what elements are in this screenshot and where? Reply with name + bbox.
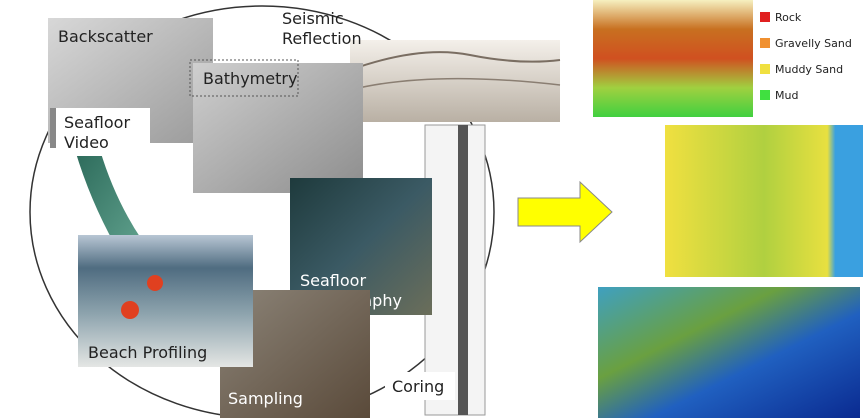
core-log bbox=[424, 124, 486, 416]
nearshore-map bbox=[665, 125, 863, 277]
legend-label: Mud bbox=[775, 89, 798, 102]
coring-label: Coring bbox=[392, 377, 444, 396]
legend-swatch bbox=[760, 12, 770, 22]
backscatter-label: Backscatter bbox=[58, 27, 153, 46]
substrate-map bbox=[593, 0, 753, 117]
coastal-map bbox=[598, 287, 860, 418]
sampling-label: Sampling bbox=[228, 389, 303, 408]
seismic-reflector bbox=[349, 51, 561, 71]
coring-label-box bbox=[385, 372, 455, 400]
legend-swatch bbox=[760, 38, 770, 48]
core-strip bbox=[458, 125, 468, 415]
legend-label: Rock bbox=[775, 11, 802, 24]
legend-label: Gravelly Sand bbox=[775, 37, 852, 50]
legend-swatch bbox=[760, 64, 770, 74]
legend-swatch bbox=[760, 90, 770, 100]
video-label-box bbox=[50, 108, 150, 156]
selection-box bbox=[189, 59, 299, 97]
seismic-label: Seismic Reflection bbox=[282, 9, 362, 48]
seismic-reflector bbox=[349, 77, 561, 91]
legend-label: Muddy Sand bbox=[775, 63, 843, 76]
surveyor bbox=[147, 275, 163, 291]
beach-image bbox=[78, 235, 253, 367]
cycle-ring bbox=[29, 5, 495, 418]
video-strip bbox=[75, 150, 142, 245]
video-bar bbox=[50, 108, 56, 148]
arrow bbox=[517, 180, 613, 244]
surveyor bbox=[121, 301, 139, 319]
beach-label: Beach Profiling bbox=[88, 343, 207, 362]
bathymetry-image bbox=[193, 63, 363, 193]
video-label: Seafloor Video bbox=[64, 113, 130, 152]
bathymetry-label: Bathymetry bbox=[203, 69, 297, 88]
legend: Rock Gravelly Sand Muddy Sand Mud bbox=[760, 11, 852, 102]
